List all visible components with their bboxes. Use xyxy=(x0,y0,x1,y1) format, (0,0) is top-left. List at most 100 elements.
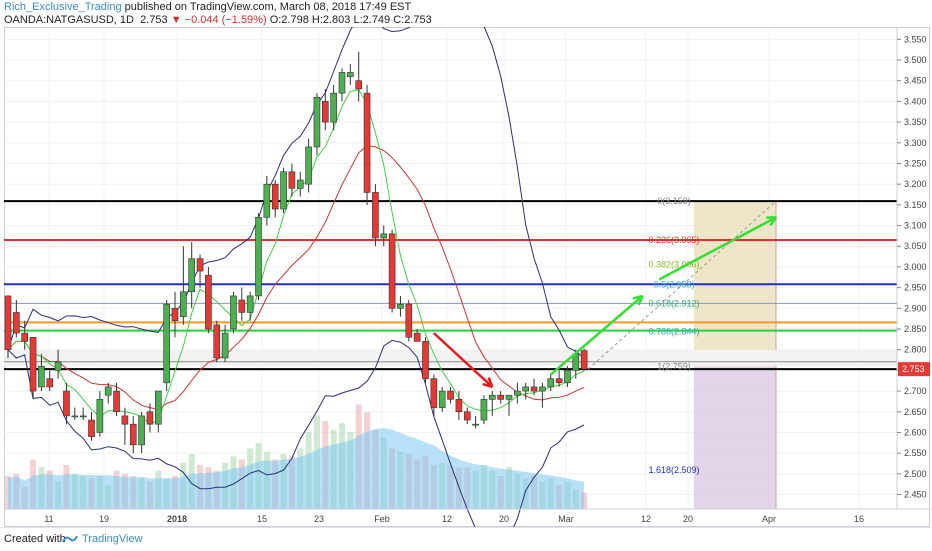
ohlc-values: O:2.798 H:2.803 L:2.749 C:2.753 xyxy=(269,14,432,26)
candle xyxy=(138,415,145,446)
up-arrow-2-head xyxy=(766,216,778,227)
time-label: Apr xyxy=(762,514,776,524)
candle xyxy=(13,312,20,334)
candle xyxy=(447,390,454,400)
time-label: 19 xyxy=(99,514,109,524)
candle xyxy=(155,390,162,425)
time-label: 12 xyxy=(641,514,651,524)
candle xyxy=(338,72,346,94)
price-label: 3.300 xyxy=(904,138,927,148)
gray-band xyxy=(4,349,897,367)
candle xyxy=(88,419,95,437)
price-chart[interactable]: 0(3.159) 0.236(3.065) 0.382(3.006) 0.5(2.95… xyxy=(4,0,930,547)
candle xyxy=(188,258,195,293)
candle xyxy=(530,386,538,392)
time-label: 20 xyxy=(683,514,693,524)
price-label: 2.800 xyxy=(904,345,927,355)
last-price-tag xyxy=(898,362,930,377)
candle xyxy=(263,183,271,218)
price-label: 3.200 xyxy=(904,179,927,189)
tradingview-logo-icon xyxy=(62,533,78,548)
plot-frame xyxy=(4,27,930,527)
candle xyxy=(430,378,438,408)
price-label: 2.850 xyxy=(904,324,927,334)
candle xyxy=(514,390,521,396)
volume-bar xyxy=(581,492,588,509)
candle xyxy=(505,394,513,400)
volume-ma-area xyxy=(8,428,585,509)
slow-ma-line xyxy=(7,144,585,410)
price-change: −0.044 (−1.59%) xyxy=(184,14,267,26)
price-label: 3.050 xyxy=(904,241,927,251)
candle xyxy=(171,308,179,322)
price-label: 3.550 xyxy=(904,34,927,44)
symbol-name: OANDA:NATGASUSD, 1D xyxy=(4,14,134,26)
candle xyxy=(413,332,421,342)
chart-area[interactable]: 0(3.159) 0.236(3.065) 0.382(3.006) 0.5(2.95… xyxy=(4,0,930,547)
candle xyxy=(54,361,62,371)
down-arrow-icon: ▼ xyxy=(170,14,182,26)
price-label: 2.900 xyxy=(904,303,927,313)
candle xyxy=(438,390,446,408)
fib-label: 0.618(2.912) xyxy=(648,298,699,308)
candle xyxy=(422,341,429,379)
time-label: 23 xyxy=(314,514,324,524)
time-label: Mar xyxy=(558,514,574,524)
fib-label: 1.618(2.509) xyxy=(648,465,699,475)
stop-zone-tint xyxy=(694,366,776,509)
price-label: 3.450 xyxy=(904,76,927,86)
up-arrow-2 xyxy=(658,216,777,281)
bollinger-upper xyxy=(7,0,585,359)
fib-label: 1(2.759) xyxy=(657,362,691,372)
candle xyxy=(288,171,296,189)
candle xyxy=(321,101,329,123)
candle xyxy=(205,274,212,330)
price-label: 3.150 xyxy=(904,200,927,210)
candle xyxy=(271,183,279,210)
candle xyxy=(405,303,413,338)
fast-ma-line xyxy=(7,89,585,425)
candle xyxy=(547,378,555,388)
candle xyxy=(488,394,496,400)
candle xyxy=(255,216,262,297)
candle xyxy=(564,370,571,384)
candle xyxy=(472,423,479,426)
up-arrow-1-head xyxy=(632,294,644,306)
author-link[interactable]: Rich_Exclusive_Trading xyxy=(4,1,122,13)
price-label: 3.400 xyxy=(904,96,927,106)
candle xyxy=(113,390,120,413)
price-label: 2.550 xyxy=(904,448,927,458)
candle xyxy=(246,295,254,313)
created-with-text: Created with xyxy=(4,533,66,545)
fib-label: 0.786(2.844) xyxy=(648,326,699,336)
price-label: 3.000 xyxy=(904,262,927,272)
candle xyxy=(363,92,371,193)
last-price-label: 2.753 xyxy=(902,364,925,374)
candle xyxy=(129,423,137,446)
candle xyxy=(71,415,79,418)
tradingview-brand[interactable]: TradingView xyxy=(82,533,143,545)
candle xyxy=(555,378,563,384)
up-arrow-1 xyxy=(549,294,644,376)
candle xyxy=(63,390,70,417)
price-label: 2.450 xyxy=(904,490,927,500)
time-label: 16 xyxy=(854,514,864,524)
candle xyxy=(180,291,187,317)
price-label: 2.700 xyxy=(904,386,927,396)
candle xyxy=(580,350,588,370)
price-label: 2.600 xyxy=(904,427,927,437)
chart-header: Rich_Exclusive_Trading published on Trad… xyxy=(0,0,932,26)
candle xyxy=(221,332,229,359)
price-label: 2.500 xyxy=(904,469,927,479)
time-label: 2018 xyxy=(167,514,187,524)
candle xyxy=(196,258,204,272)
last-price: 2.753 xyxy=(140,14,168,26)
candle xyxy=(372,192,379,239)
candle xyxy=(480,399,488,421)
fib-label: 0(3.159) xyxy=(657,196,691,206)
candle xyxy=(539,386,546,392)
publish-line: Rich_Exclusive_Trading published on Trad… xyxy=(4,1,411,13)
candle xyxy=(330,92,337,123)
candle xyxy=(213,324,221,359)
candle xyxy=(96,399,104,433)
